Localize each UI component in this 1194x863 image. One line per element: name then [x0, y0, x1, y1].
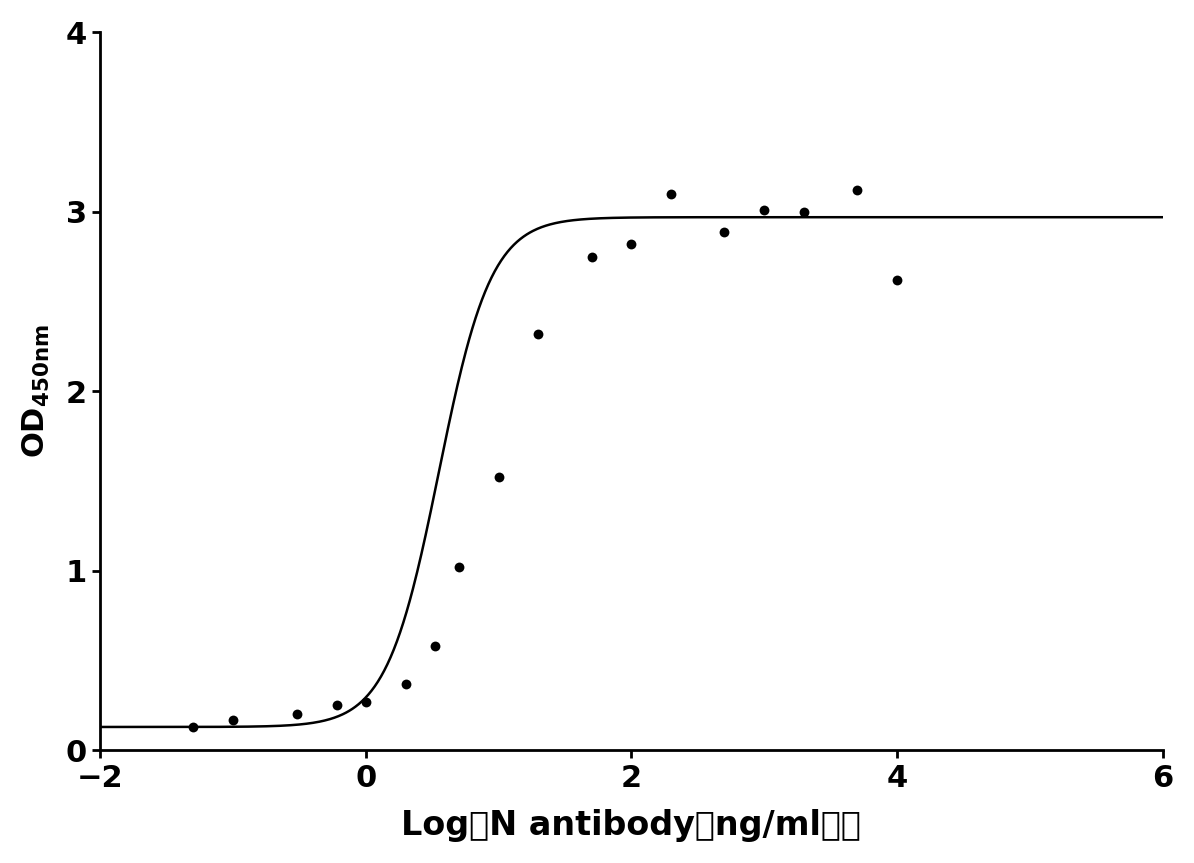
- Point: [449, 560, 468, 574]
- Point: [529, 327, 548, 341]
- Point: [715, 224, 734, 238]
- Y-axis label: OD$_{\mathregular{450nm}}$: OD$_{\mathregular{450nm}}$: [20, 324, 51, 458]
- Point: [425, 639, 444, 653]
- X-axis label: Log（N antibody（ng/ml））: Log（N antibody（ng/ml））: [401, 809, 861, 842]
- Point: [396, 677, 416, 690]
- Point: [184, 720, 203, 734]
- Point: [581, 249, 601, 263]
- Point: [848, 183, 867, 197]
- Point: [661, 187, 681, 201]
- Point: [327, 698, 346, 712]
- Point: [223, 713, 242, 727]
- Point: [288, 708, 307, 721]
- Point: [887, 273, 906, 287]
- Point: [356, 695, 375, 709]
- Point: [622, 237, 641, 251]
- Point: [794, 205, 813, 218]
- Point: [490, 470, 509, 484]
- Point: [755, 203, 774, 217]
